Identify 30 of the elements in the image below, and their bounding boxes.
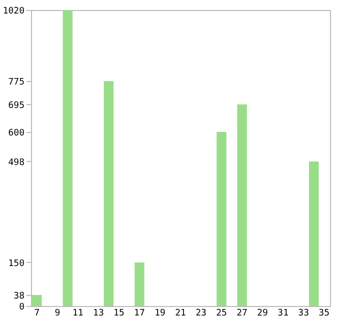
x-tick-label: 21 bbox=[175, 308, 186, 318]
y-tick-label: 775 bbox=[8, 78, 24, 88]
x-tick-label: 11 bbox=[72, 308, 84, 318]
x-tick-label: 33 bbox=[298, 308, 310, 318]
x-tick-label: 15 bbox=[114, 308, 124, 318]
x-tick-label: 9 bbox=[54, 308, 60, 318]
x-tick-label: 7 bbox=[34, 308, 40, 318]
x-tick-label: 25 bbox=[216, 308, 227, 318]
y-tick-label: 150 bbox=[8, 258, 24, 269]
y-tick-label: 1020 bbox=[2, 6, 24, 16]
x-tick-label: 27 bbox=[236, 308, 248, 318]
x-tick-label: 31 bbox=[278, 308, 288, 318]
y-tick-label: 498 bbox=[8, 158, 24, 168]
x-tick-label: 13 bbox=[93, 308, 104, 318]
bar bbox=[62, 10, 73, 306]
x-tick-label: 35 bbox=[318, 308, 330, 318]
y-tick-label: 600 bbox=[8, 128, 24, 138]
x-tick-label: 29 bbox=[257, 308, 268, 318]
bar bbox=[216, 132, 226, 306]
bar bbox=[237, 104, 247, 306]
bar bbox=[32, 294, 42, 306]
bar bbox=[134, 262, 144, 306]
y-tick-label: 0 bbox=[19, 302, 24, 312]
bar bbox=[104, 81, 114, 306]
x-tick-label: 19 bbox=[154, 308, 166, 318]
y-tick-label: 38 bbox=[14, 291, 24, 302]
bar bbox=[308, 161, 319, 306]
x-tick-label: 23 bbox=[196, 308, 206, 318]
y-tick-label: 695 bbox=[8, 100, 24, 111]
x-tick-label: 17 bbox=[134, 308, 145, 318]
